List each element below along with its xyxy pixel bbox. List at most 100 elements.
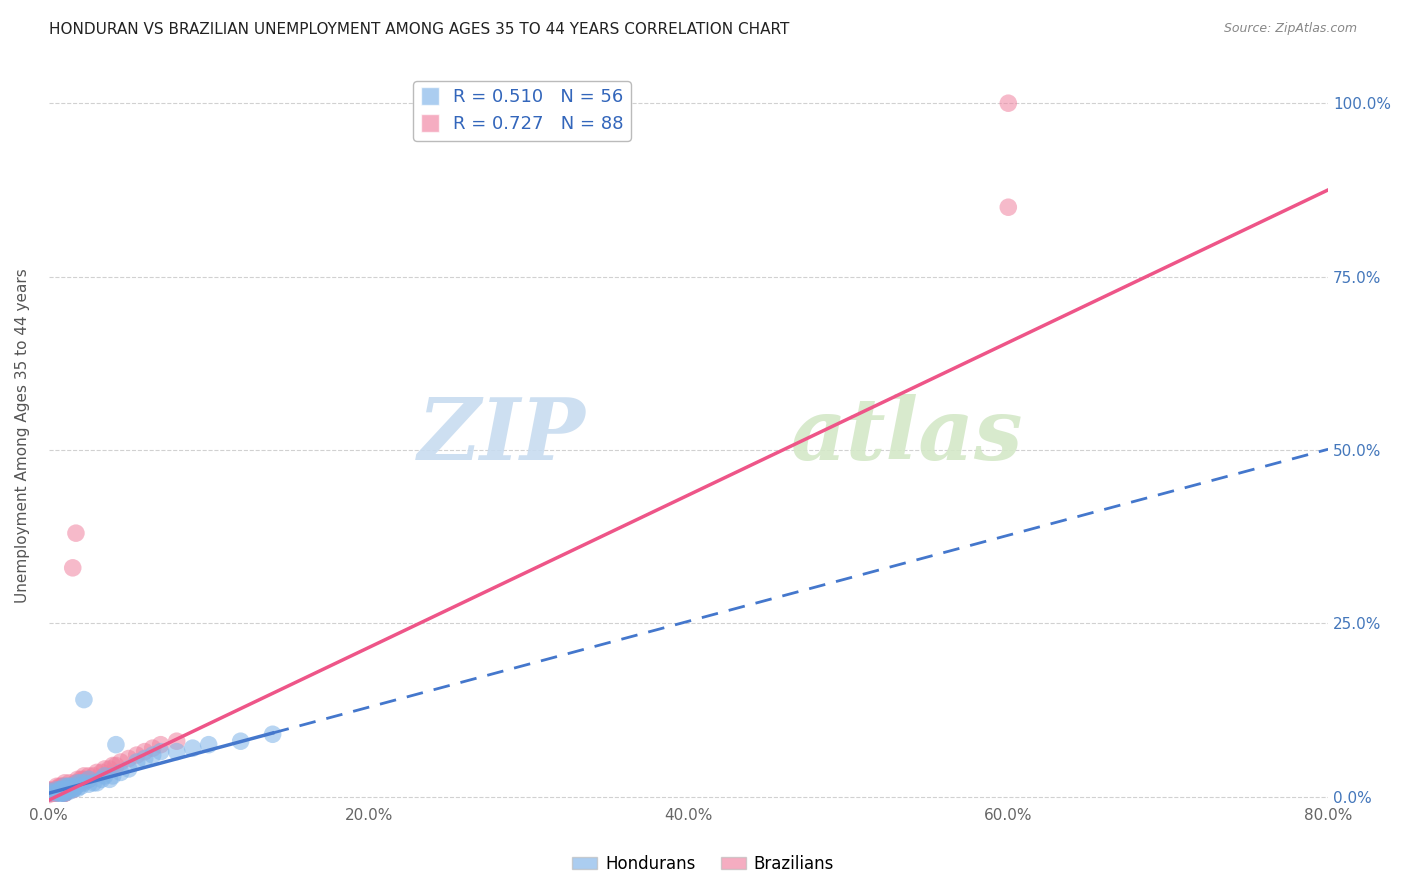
Point	[51, 782, 73, 797]
Point	[38, 785, 60, 799]
Point	[60, 781, 83, 796]
Point	[997, 200, 1019, 214]
Point	[118, 762, 141, 776]
Point	[73, 776, 96, 790]
Point	[101, 758, 124, 772]
Point	[49, 782, 72, 797]
Point	[62, 782, 84, 797]
Point	[69, 776, 91, 790]
Point	[69, 779, 91, 793]
Point	[45, 786, 67, 800]
Point	[86, 776, 108, 790]
Point	[125, 747, 148, 762]
Text: ZIP: ZIP	[418, 394, 586, 478]
Point	[53, 782, 76, 797]
Point	[38, 786, 60, 800]
Point	[45, 782, 67, 797]
Point	[77, 772, 100, 787]
Point	[90, 772, 112, 787]
Text: Source: ZipAtlas.com: Source: ZipAtlas.com	[1223, 22, 1357, 36]
Point	[38, 786, 60, 800]
Point	[62, 779, 84, 793]
Point	[104, 738, 127, 752]
Point	[38, 786, 60, 800]
Point	[51, 786, 73, 800]
Point	[49, 781, 72, 796]
Point	[44, 786, 66, 800]
Point	[38, 786, 60, 800]
Point	[46, 782, 69, 797]
Point	[53, 782, 76, 797]
Point	[38, 786, 60, 800]
Point	[181, 741, 204, 756]
Point	[65, 526, 87, 541]
Point	[38, 786, 60, 800]
Point	[51, 781, 73, 796]
Point	[104, 758, 127, 772]
Point	[38, 785, 60, 799]
Point	[69, 772, 91, 787]
Point	[229, 734, 252, 748]
Point	[66, 776, 89, 790]
Point	[110, 765, 132, 780]
Point	[42, 786, 65, 800]
Legend: R = 0.510   N = 56, R = 0.727   N = 88: R = 0.510 N = 56, R = 0.727 N = 88	[413, 81, 631, 141]
Point	[66, 781, 89, 796]
Point	[45, 782, 67, 797]
Point	[52, 779, 75, 793]
Point	[52, 782, 75, 797]
Y-axis label: Unemployment Among Ages 35 to 44 years: Unemployment Among Ages 35 to 44 years	[15, 268, 30, 604]
Point	[58, 776, 80, 790]
Point	[166, 734, 188, 748]
Point	[53, 776, 76, 790]
Point	[58, 779, 80, 793]
Point	[98, 762, 121, 776]
Point	[38, 785, 60, 799]
Point	[51, 785, 73, 799]
Point	[53, 786, 76, 800]
Point	[56, 785, 79, 799]
Point	[52, 782, 75, 797]
Point	[997, 96, 1019, 111]
Point	[77, 772, 100, 787]
Point	[49, 782, 72, 797]
Point	[62, 782, 84, 797]
Point	[93, 769, 115, 783]
Point	[58, 782, 80, 797]
Point	[65, 779, 87, 793]
Text: atlas: atlas	[790, 394, 1024, 478]
Point	[38, 785, 60, 799]
Point	[142, 741, 165, 756]
Point	[73, 772, 96, 787]
Point	[38, 784, 60, 798]
Point	[65, 776, 87, 790]
Point	[52, 784, 75, 798]
Point	[49, 786, 72, 800]
Point	[49, 779, 72, 793]
Point	[73, 772, 96, 787]
Point	[52, 786, 75, 800]
Point	[38, 782, 60, 797]
Point	[38, 786, 60, 800]
Point	[38, 785, 60, 799]
Point	[58, 781, 80, 796]
Point	[262, 727, 284, 741]
Point	[38, 784, 60, 798]
Point	[62, 561, 84, 575]
Point	[93, 762, 115, 776]
Point	[53, 785, 76, 799]
Point	[51, 782, 73, 797]
Point	[62, 779, 84, 793]
Point	[38, 785, 60, 799]
Point	[49, 784, 72, 798]
Point	[149, 745, 172, 759]
Point	[53, 779, 76, 793]
Point	[46, 785, 69, 799]
Point	[53, 781, 76, 796]
Point	[53, 785, 76, 799]
Point	[49, 785, 72, 799]
Point	[53, 782, 76, 797]
Point	[77, 777, 100, 791]
Point	[53, 781, 76, 796]
Point	[56, 782, 79, 797]
